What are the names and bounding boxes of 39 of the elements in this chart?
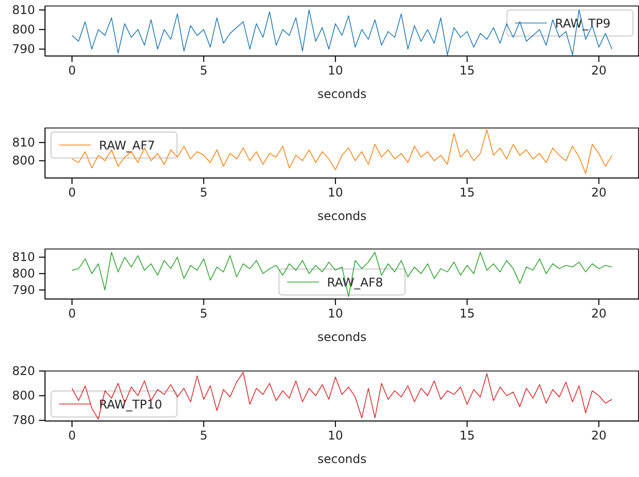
x-axis-title: seconds <box>317 87 367 101</box>
y-tick-label: 800 <box>12 154 35 168</box>
x-tick-label: 20 <box>591 186 606 200</box>
line-series <box>72 252 612 297</box>
y-tick-label: 820 <box>12 364 35 378</box>
y-tick-label: 790 <box>12 282 35 297</box>
x-tick-label: 15 <box>459 64 475 78</box>
x-tick-label: 0 <box>68 186 76 200</box>
x-tick-label: 10 <box>328 428 344 443</box>
line-series <box>72 129 612 174</box>
x-tick-label: 20 <box>591 306 606 321</box>
y-tick-label: 790 <box>12 42 35 56</box>
x-tick-label: 20 <box>591 64 606 78</box>
y-tick-label: 800 <box>12 388 35 403</box>
x-tick-label: 15 <box>459 306 475 321</box>
x-tick-label: 5 <box>200 186 208 200</box>
y-tick-label: 780 <box>12 413 35 428</box>
y-tick-label: 800 <box>12 22 35 36</box>
x-axis-title: seconds <box>317 452 367 466</box>
x-tick-label: 15 <box>459 428 475 443</box>
x-axis-title: seconds <box>317 330 367 344</box>
legend-label: RAW_AF7 <box>99 138 156 152</box>
x-tick-label: 0 <box>68 306 76 321</box>
x-tick-label: 10 <box>328 306 344 321</box>
x-tick-label: 10 <box>328 186 344 200</box>
x-tick-label: 15 <box>459 186 475 200</box>
x-tick-label: 5 <box>200 428 208 443</box>
x-tick-label: 0 <box>68 428 76 443</box>
y-tick-label: 810 <box>12 250 35 264</box>
x-tick-label: 5 <box>200 64 208 78</box>
x-axis-title: seconds <box>317 209 367 223</box>
y-tick-label: 810 <box>12 135 35 150</box>
y-tick-label: 800 <box>12 266 35 280</box>
x-tick-label: 5 <box>200 306 208 321</box>
line-series <box>72 10 612 56</box>
x-tick-label: 20 <box>591 428 606 443</box>
x-tick-label: 10 <box>328 64 344 78</box>
y-tick-label: 810 <box>12 2 35 17</box>
x-tick-label: 0 <box>68 64 76 78</box>
